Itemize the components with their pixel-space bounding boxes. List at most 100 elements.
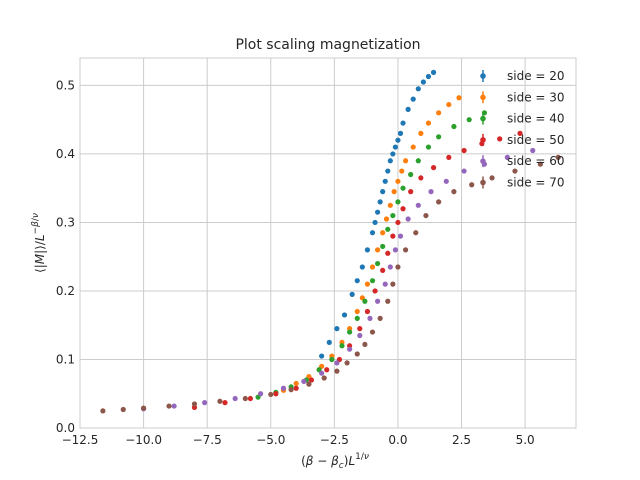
data-point: [288, 387, 294, 393]
y-tick-label: 0.2: [56, 284, 75, 298]
series-5: [140, 147, 536, 412]
data-point: [466, 117, 472, 123]
legend-marker: [480, 179, 486, 186]
data-point: [319, 370, 325, 376]
legend-label: side = 70: [507, 176, 565, 190]
data-point: [400, 185, 406, 191]
data-point: [362, 298, 368, 304]
data-point: [232, 395, 238, 402]
data-point: [395, 137, 401, 143]
data-point: [369, 264, 376, 270]
data-point: [222, 400, 228, 406]
data-point: [408, 171, 414, 178]
data-point: [436, 110, 442, 116]
data-point: [364, 281, 371, 287]
data-point: [387, 264, 393, 270]
legend-item: side = 30: [480, 90, 565, 104]
data-point: [369, 278, 376, 284]
series-3: [255, 110, 488, 400]
data-point: [400, 206, 406, 212]
data-point: [347, 346, 353, 352]
plot-area: [80, 58, 576, 428]
y-tick-label: 0.1: [56, 352, 75, 366]
data-point: [364, 308, 371, 315]
data-point: [324, 367, 330, 373]
data-point: [347, 329, 353, 335]
data-point: [390, 233, 396, 239]
data-point: [191, 401, 198, 407]
data-points: [100, 69, 561, 414]
x-tick-label: −10.0: [125, 433, 162, 447]
data-point: [380, 189, 386, 195]
data-point: [293, 385, 299, 391]
data-point: [268, 391, 274, 398]
data-point: [446, 154, 452, 160]
data-point: [306, 381, 312, 387]
data-point: [425, 73, 432, 80]
chart-title: Plot scaling magnetization: [235, 37, 420, 53]
legend-label: side = 20: [507, 69, 565, 83]
data-point: [420, 79, 426, 85]
data-point: [530, 147, 536, 154]
data-point: [408, 189, 414, 195]
data-point: [461, 147, 467, 154]
legend-marker: [480, 158, 486, 164]
legend: side = 20 side = 30 side = 40 side = 50 side…: [480, 69, 565, 190]
data-point: [377, 199, 383, 205]
data-point: [390, 281, 396, 287]
data-point: [512, 168, 518, 174]
plot-frame: [79, 57, 577, 429]
data-point: [334, 368, 340, 374]
data-point: [382, 178, 388, 184]
data-point: [517, 130, 523, 136]
legend-label: side = 60: [507, 154, 565, 168]
data-point: [423, 212, 429, 219]
data-point: [395, 264, 401, 270]
data-point: [383, 216, 390, 222]
legend-label: side = 50: [507, 133, 565, 147]
data-point: [385, 226, 391, 232]
legend-marker: [480, 115, 486, 122]
x-tick-label: 5.0: [516, 433, 535, 447]
data-point: [390, 212, 396, 219]
y-tick-label: 0.4: [56, 147, 75, 161]
data-point: [469, 182, 475, 188]
x-tick-label: −2.5: [320, 433, 349, 447]
data-point: [397, 233, 404, 239]
data-point: [380, 267, 386, 274]
data-point: [242, 395, 248, 402]
x-tick-label: −5.0: [256, 433, 285, 447]
data-point: [456, 95, 462, 101]
data-point: [555, 154, 561, 160]
data-point: [390, 151, 396, 157]
data-point: [357, 326, 363, 332]
y-tick-label: 0.0: [56, 421, 75, 435]
x-tick-label: −12.5: [62, 433, 99, 447]
data-point: [354, 315, 360, 321]
series-6: [100, 154, 561, 414]
data-point: [402, 247, 409, 253]
data-point: [385, 298, 391, 304]
data-point: [425, 144, 432, 150]
x-tick-label: 2.5: [452, 433, 471, 447]
data-point: [451, 189, 457, 195]
data-point: [402, 158, 409, 164]
data-point: [436, 199, 442, 205]
legend-item: side = 60: [480, 154, 565, 168]
series-1: [319, 69, 437, 359]
data-point: [504, 154, 510, 160]
data-point: [354, 278, 360, 284]
data-point: [451, 123, 457, 130]
data-point: [354, 351, 360, 357]
data-point: [308, 377, 315, 383]
data-point: [436, 134, 442, 140]
data-point: [405, 106, 411, 112]
data-point: [425, 120, 432, 126]
y-axis-ticks: 0.0 0.1 0.2 0.3 0.4 0.5: [56, 78, 75, 435]
data-point: [399, 168, 405, 174]
data-point: [372, 288, 378, 294]
data-point: [489, 175, 495, 181]
data-point: [415, 202, 421, 208]
data-point: [273, 391, 279, 397]
data-point: [415, 86, 421, 92]
